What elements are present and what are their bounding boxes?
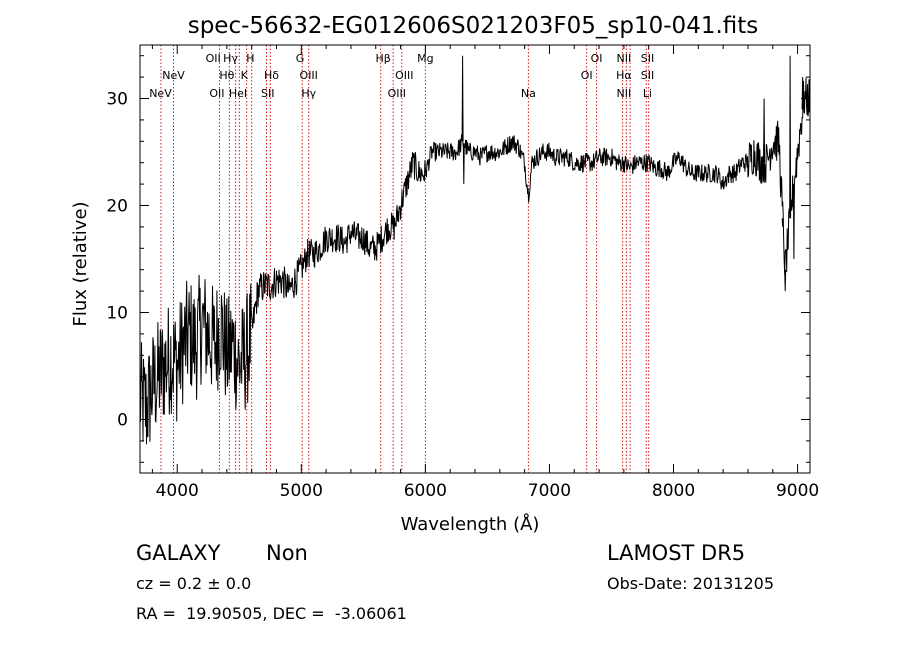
line-label-15: OI xyxy=(581,69,593,82)
line-label-17: SII xyxy=(641,69,654,82)
line-label-20: HeI xyxy=(229,87,247,100)
x-tick-label-9000: 9000 xyxy=(776,481,819,501)
chart-title: spec-56632-EG012606S021203F05_sp10-041.f… xyxy=(188,13,759,39)
spectrum-spike-3 xyxy=(781,218,784,227)
spectrum-spike-6 xyxy=(792,184,795,260)
y-tick-label-0: 0 xyxy=(117,411,128,431)
line-label-19: OII xyxy=(209,87,224,100)
x-tick-label-7000: 7000 xyxy=(528,481,571,501)
line-label-9: NeV xyxy=(162,69,185,82)
ra-dec-coordinates: RA = 19.90505, DEC = -3.06061 xyxy=(136,604,407,623)
line-label-3: G xyxy=(296,52,305,65)
spectrum-spike-0 xyxy=(461,55,464,142)
x-tick-label-6000: 6000 xyxy=(404,481,447,501)
x-tick-label-8000: 8000 xyxy=(652,481,695,501)
line-label-2: H xyxy=(246,52,254,65)
spectrum-line xyxy=(139,77,811,445)
line-label-13: OIII xyxy=(300,69,318,82)
spectrum-spike-5 xyxy=(789,55,792,219)
line-label-16: Hα xyxy=(616,69,632,82)
x-tick-label-4000: 4000 xyxy=(156,481,199,501)
line-label-1: Hγ xyxy=(223,52,238,65)
object-subclass: Non xyxy=(266,541,308,565)
y-tick-label-30: 30 xyxy=(106,90,128,110)
spectrum-spike-1 xyxy=(462,143,465,185)
line-label-8: SII xyxy=(641,52,654,65)
plot-frame xyxy=(139,44,811,474)
survey-name: LAMOST DR5 xyxy=(607,541,746,565)
y-tick-label-10: 10 xyxy=(106,304,128,324)
object-class: GALAXY xyxy=(136,541,221,565)
y-tick-label-20: 20 xyxy=(106,197,128,217)
line-label-23: OIII xyxy=(388,87,406,100)
line-label-14: OIII xyxy=(395,69,413,82)
x-axis-label: Wavelength (Å) xyxy=(401,513,540,535)
line-label-7: NII xyxy=(617,52,632,65)
line-label-6: OI xyxy=(591,52,603,65)
line-label-10: Hθ xyxy=(219,69,234,82)
redshift-cz: cz = 0.2 ± 0.0 xyxy=(136,574,252,593)
line-label-12: Hδ xyxy=(264,69,279,82)
line-label-22: Hγ xyxy=(301,87,316,100)
spectrum-spike-7 xyxy=(801,77,804,110)
line-label-24: Na xyxy=(521,87,536,100)
line-label-26: Li xyxy=(643,87,652,100)
spectrum-spike-2 xyxy=(763,98,766,163)
line-label-21: SII xyxy=(261,87,274,100)
line-label-18: NeV xyxy=(149,87,172,100)
line-label-25: NII xyxy=(617,87,632,100)
x-tick-label-5000: 5000 xyxy=(280,481,323,501)
observation-date: Obs-Date: 20131205 xyxy=(607,574,775,593)
spectrum-spike-4 xyxy=(784,269,787,292)
line-label-5: Mg xyxy=(417,52,433,65)
line-label-4: Hβ xyxy=(376,52,391,65)
y-axis-label: Flux (relative) xyxy=(70,201,91,326)
line-label-11: K xyxy=(241,69,249,82)
line-label-0: OII xyxy=(206,52,221,65)
